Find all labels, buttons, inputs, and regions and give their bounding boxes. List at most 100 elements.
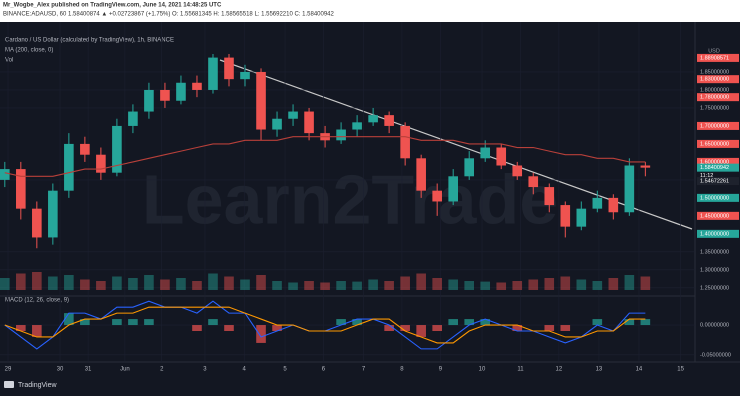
volume-bar [352,281,362,290]
price-marker [697,193,739,202]
volume-bar [144,275,154,290]
macd-histogram-bar [144,319,154,326]
candle-body [480,147,491,159]
candle-body [304,111,314,134]
y-tick-label: 1.30000000 [700,267,729,273]
logo-icon [4,381,14,388]
candle-body [176,82,186,101]
volume-bar [48,276,58,290]
candle-body [384,115,394,126]
macd-histogram-bar [16,325,26,331]
candle-body [192,82,202,90]
macd-histogram-bar [480,319,491,326]
candle-body [224,57,234,80]
candle-body [448,176,458,202]
price-marker [697,121,739,130]
footer-logo: TradingView [18,382,57,389]
volume-bar [432,278,442,290]
volume-bar [624,275,635,290]
price-marker-label: 1.58400942 [700,165,729,171]
price-marker-label: 1.60000000 [700,159,729,165]
candle-body [272,118,282,130]
price-marker-label: 1.83000000 [700,77,729,83]
macd-histogram-bar [192,325,202,331]
x-tick-label: 2 [160,367,164,373]
macd-histogram-bar [272,325,282,331]
price-marker [697,211,739,220]
macd-histogram-bar [464,319,475,326]
candle-body [240,71,250,80]
author-line: Mr_Wogbe_Alex published on TradingView.c… [3,3,222,9]
price-marker-label: 1.78000000 [700,95,729,101]
volume-bar [544,278,555,290]
price-marker-label: 1.70000000 [700,123,729,129]
candle-body [368,115,378,123]
price-marker-label: 1.45000000 [700,213,729,219]
price-marker [697,75,739,84]
macd-histogram-bar [448,319,458,326]
price-marker-label: 1.54672261 [700,179,729,185]
x-tick-label: 5 [283,367,287,373]
volume-bar [32,272,42,290]
candle-body [80,143,90,155]
volume-bar [176,278,186,290]
price-marker-label: 1.50000000 [700,195,729,201]
volume-bar [0,278,10,290]
macd-histogram-bar [512,325,523,331]
volume-bar [576,279,587,290]
volume-bar [496,282,507,290]
volume-bar [416,273,426,290]
macd-histogram-bar [352,319,362,326]
symbol-line: BINANCE:ADAUSD, 60 1.58400874 ▲ +0.02723… [3,12,335,18]
x-tick-label: Jun [120,367,130,373]
price-marker-label: 1.40000000 [700,231,729,237]
volume-bar [464,281,475,290]
macd-histogram-bar [32,325,42,337]
volume-bar [608,278,619,290]
x-tick-label: 29 [5,367,12,373]
x-tick-label: 12 [556,367,563,373]
price-marker [697,163,739,172]
macd-histogram-bar [336,319,346,326]
candle-body [416,158,426,191]
candle-body [512,165,523,177]
volume-legend: Vol [5,58,13,64]
volume-bar [208,273,218,290]
volume-bar [368,279,378,290]
volume-bar [320,282,330,290]
candle-body [528,176,539,188]
candle-body [400,125,410,159]
candle-body [32,208,42,238]
macd-histogram-bar [432,325,442,331]
x-tick-label: 11 [517,367,524,373]
x-tick-label: 3 [203,367,207,373]
y-tick-label: 1.80000000 [700,87,729,93]
x-tick-label: 4 [243,367,247,373]
watermark: Learn2Trade [142,160,558,238]
candle-body [256,71,266,130]
volume-bar [128,278,138,290]
volume-bar [304,281,314,290]
volume-bar [256,275,266,290]
macd-histogram-bar [640,319,651,326]
y-tick-label: 1.75000000 [700,105,729,111]
candle-body [352,122,362,130]
y-tick-label: 1.85000000 [700,69,729,75]
x-tick-label: 9 [439,367,443,373]
candle-body [640,165,651,168]
price-marker [697,93,739,102]
x-tick-label: 15 [677,367,684,373]
volume-bar [96,281,106,290]
candle-body [464,158,475,177]
candle-body [288,111,298,119]
candle-body [496,147,507,166]
candle-body [336,129,346,141]
macd-histogram-bar [256,325,266,343]
macd-histogram-bar [560,325,571,331]
candle-body [112,125,122,173]
volume-bar [592,281,603,290]
candle-body [160,89,170,101]
signal-line [4,306,646,344]
axis-unit: USD [708,48,720,54]
